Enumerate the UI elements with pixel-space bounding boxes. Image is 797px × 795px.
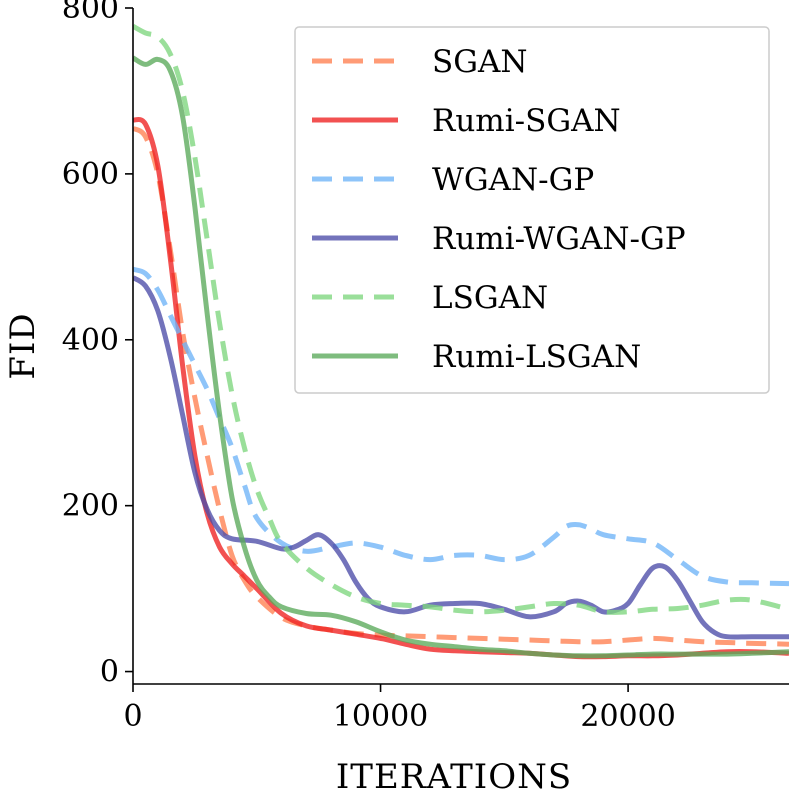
legend-label-rumi-sgan: Rumi-SGAN bbox=[432, 103, 621, 139]
x-axis-label: ITERATIONS bbox=[336, 757, 572, 795]
x-tick-label: 20000 bbox=[580, 699, 675, 734]
y-tick-label: 0 bbox=[100, 655, 119, 690]
y-axis: 0 200 400 600 800 bbox=[62, 0, 133, 690]
legend: SGAN Rumi-SGAN WGAN-GP Rumi-WGAN-GP LSGAN Rum… bbox=[294, 26, 770, 394]
series-line-wgan-gp bbox=[133, 266, 789, 587]
series-line-rumi-lsgan bbox=[133, 55, 789, 659]
series-layer bbox=[133, 24, 789, 660]
legend-label-lsgan: LSGAN bbox=[432, 280, 548, 316]
y-tick-label: 200 bbox=[62, 489, 119, 524]
legend-label-sgan: SGAN bbox=[432, 44, 528, 80]
x-tick-label: 10000 bbox=[333, 699, 428, 734]
y-tick-label: 400 bbox=[62, 323, 119, 358]
y-axis-label: FID bbox=[3, 312, 43, 379]
series-lines bbox=[133, 24, 789, 660]
series-line-rumi-wgan-gp bbox=[133, 275, 789, 640]
legend-label-rumi-wgan-gp: Rumi-WGAN-GP bbox=[432, 221, 686, 257]
legend-box bbox=[294, 26, 770, 394]
x-axis: 0 10000 20000 bbox=[123, 684, 676, 734]
legend-label-rumi-lsgan: Rumi-LSGAN bbox=[432, 339, 641, 375]
x-tick-label: 0 bbox=[123, 699, 142, 734]
series-line-lsgan bbox=[133, 24, 789, 615]
plot-frame bbox=[132, 8, 789, 685]
y-tick-label: 600 bbox=[62, 157, 119, 192]
legend-label-wgan-gp: WGAN-GP bbox=[432, 162, 594, 198]
y-tick-label: 800 bbox=[62, 0, 119, 26]
